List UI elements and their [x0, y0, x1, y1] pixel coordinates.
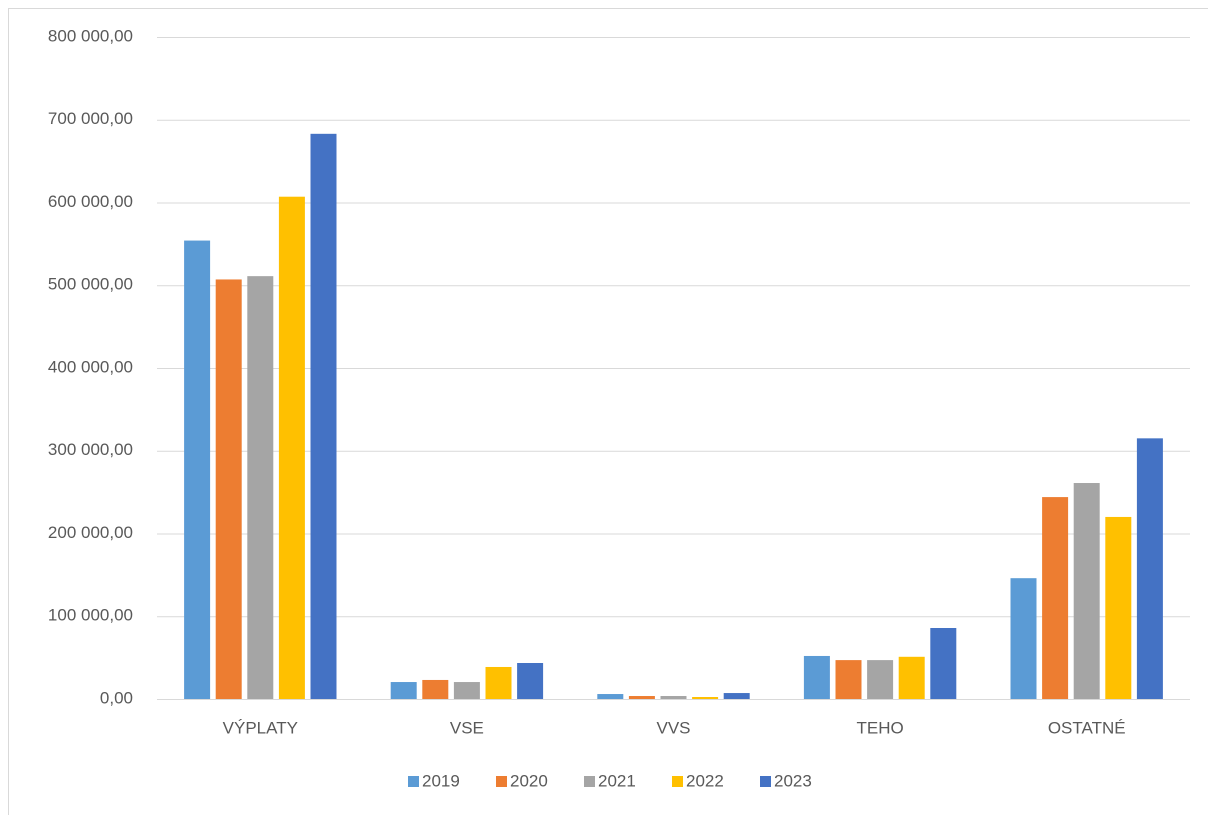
legend-label: 2022 [686, 771, 724, 790]
legend-label: 2019 [422, 771, 460, 790]
bar [453, 682, 480, 699]
legend-swatch [760, 776, 771, 787]
legend-swatch [672, 776, 683, 787]
legend-swatch [408, 776, 419, 787]
bar [660, 696, 687, 699]
y-tick-label: 100 000,00 [48, 606, 133, 625]
y-tick-label: 800 000,00 [48, 26, 133, 45]
legend-label: 2023 [774, 771, 812, 790]
legend-label: 2021 [598, 771, 636, 790]
bar [390, 682, 417, 699]
bar [1136, 438, 1163, 699]
bar [803, 655, 830, 699]
bar [930, 628, 957, 699]
chart-border [8, 8, 1208, 815]
x-tick-label: TEHO [856, 718, 903, 737]
x-tick-label: OSTATNÉ [1048, 718, 1126, 737]
y-tick-label: 0,00 [100, 688, 133, 707]
bar [1105, 516, 1132, 699]
bar [1010, 578, 1037, 699]
bar [898, 656, 925, 699]
y-tick-label: 700 000,00 [48, 109, 133, 128]
bar [215, 279, 242, 699]
y-tick-label: 300 000,00 [48, 440, 133, 459]
bar [867, 660, 894, 699]
bar [628, 696, 655, 699]
legend-swatch [584, 776, 595, 787]
legend-swatch [496, 776, 507, 787]
bar [310, 133, 337, 699]
bar [835, 660, 862, 699]
bar [247, 276, 274, 699]
x-tick-label: VVS [656, 718, 690, 737]
y-tick-label: 200 000,00 [48, 523, 133, 542]
y-tick-label: 600 000,00 [48, 192, 133, 211]
bar [692, 697, 719, 699]
bar [278, 196, 305, 699]
bar [485, 666, 512, 699]
bar [517, 663, 544, 699]
y-tick-label: 500 000,00 [48, 275, 133, 294]
bar [184, 240, 211, 699]
bar [597, 694, 624, 699]
bar [723, 693, 750, 699]
bar [422, 679, 449, 699]
bar [1073, 483, 1100, 699]
legend-label: 2020 [510, 771, 548, 790]
x-tick-label: VÝPLATY [223, 718, 298, 737]
x-tick-label: VSE [450, 718, 484, 737]
y-tick-label: 400 000,00 [48, 357, 133, 376]
bar [1042, 497, 1069, 699]
